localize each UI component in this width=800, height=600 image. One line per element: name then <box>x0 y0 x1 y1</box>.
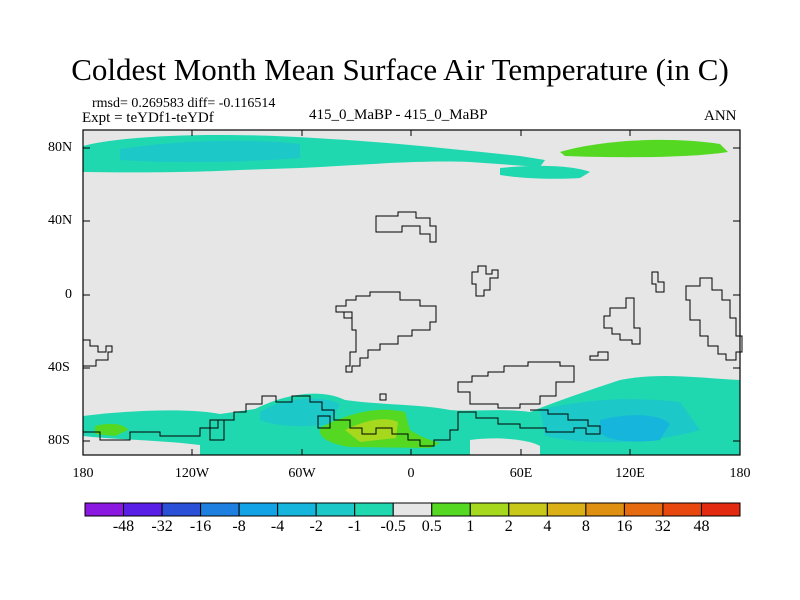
colorbar-box <box>662 502 702 517</box>
coastline-europe <box>375 211 437 243</box>
colorbar-label: 2 <box>504 518 513 535</box>
colorbar-label: 32 <box>654 518 671 535</box>
arctic-anomaly-right <box>500 165 590 179</box>
lon-label-180e: 180 <box>729 466 751 481</box>
cases-label: 415_0_MaBP - 415_0_MaBP <box>309 107 488 123</box>
colorbar-label: 8 <box>581 518 590 535</box>
colorbar-label: 1 <box>466 518 475 535</box>
south-pacific-warm-patch <box>95 423 128 436</box>
colorbar-box <box>700 502 741 517</box>
lat-label-40s: 40S <box>48 360 70 375</box>
coastline-southern-africa <box>457 361 575 409</box>
season-label: ANN <box>704 108 737 124</box>
coastline-africa-fragment <box>471 265 499 297</box>
coastline-island-chain <box>651 271 665 293</box>
experiment-label: Expt = teYDf1-teYDf <box>82 110 214 126</box>
colorbar-box <box>277 502 317 517</box>
colorbar-label: 16 <box>616 518 633 535</box>
colorbar-label: -1 <box>348 518 362 535</box>
coastline-australia <box>685 277 743 361</box>
lon-label-120e: 120E <box>615 466 645 481</box>
lon-label-60w: 60W <box>288 466 316 481</box>
colorbar-box <box>200 502 240 517</box>
stats-label: rmsd= 0.269583 diff= -0.116514 <box>92 96 276 111</box>
colorbar-label: -0.5 <box>380 518 406 535</box>
colorbar-box <box>623 502 664 517</box>
colorbar-label: -48 <box>112 518 135 535</box>
southern-anomaly-core-left <box>260 398 340 427</box>
coastline-south-america <box>335 291 437 373</box>
colorbar-box <box>508 502 548 517</box>
lat-label-80n: 80N <box>48 140 73 155</box>
colorbar-box <box>469 502 510 517</box>
colorbar-box <box>546 502 587 517</box>
colorbar <box>84 502 741 517</box>
lon-label-0: 0 <box>407 466 415 481</box>
coastline-maritime-asia <box>603 297 641 345</box>
colorbar-label: 48 <box>693 518 710 535</box>
southern-gap-1 <box>83 436 200 455</box>
colorbar-label: -4 <box>270 518 285 535</box>
lat-label-0: 0 <box>65 287 72 302</box>
lon-label-120w: 120W <box>174 466 210 481</box>
coastlines <box>83 211 743 447</box>
southern-gap-2 <box>470 438 540 455</box>
colorbar-box <box>585 502 625 517</box>
arctic-warm-anomaly <box>560 139 728 158</box>
page-title: Coldest Month Mean Surface Air Temperatu… <box>71 52 729 87</box>
southern-anomaly-strong <box>600 415 670 442</box>
lon-ticks <box>191 130 631 455</box>
lat-label-80s: 80S <box>48 433 70 448</box>
coastline-small-islets <box>343 311 387 401</box>
colorbar-box <box>354 502 394 517</box>
colorbar-box <box>392 502 433 517</box>
colorbar-label: 4 <box>543 518 552 535</box>
colorbar-box <box>123 502 163 517</box>
lat-ticks <box>83 147 740 442</box>
colorbar-label: -32 <box>151 518 173 535</box>
arctic-anomaly-core <box>120 140 300 163</box>
colorbar-label: -2 <box>309 518 323 535</box>
coastline-antarctic-peninsula <box>209 415 331 441</box>
colorbar-label: 0.5 <box>421 518 442 535</box>
lon-label-180w: 180 <box>72 466 94 481</box>
colorbar-label: -8 <box>232 518 246 535</box>
colorbar-box <box>431 502 471 517</box>
antarctic-warm-anomaly-core <box>345 419 398 442</box>
colorbar-box <box>238 502 279 517</box>
colorbar-box <box>315 502 356 517</box>
lon-label-60e: 60E <box>509 466 533 481</box>
colorbar-box <box>84 502 125 517</box>
coastline-small-island <box>589 351 609 361</box>
colorbar-box <box>161 502 202 517</box>
anomaly-shading <box>83 134 740 455</box>
lat-label-40n: 40N <box>48 213 73 228</box>
colorbar-label: -16 <box>189 518 212 535</box>
coastline-antarctica <box>83 339 601 447</box>
